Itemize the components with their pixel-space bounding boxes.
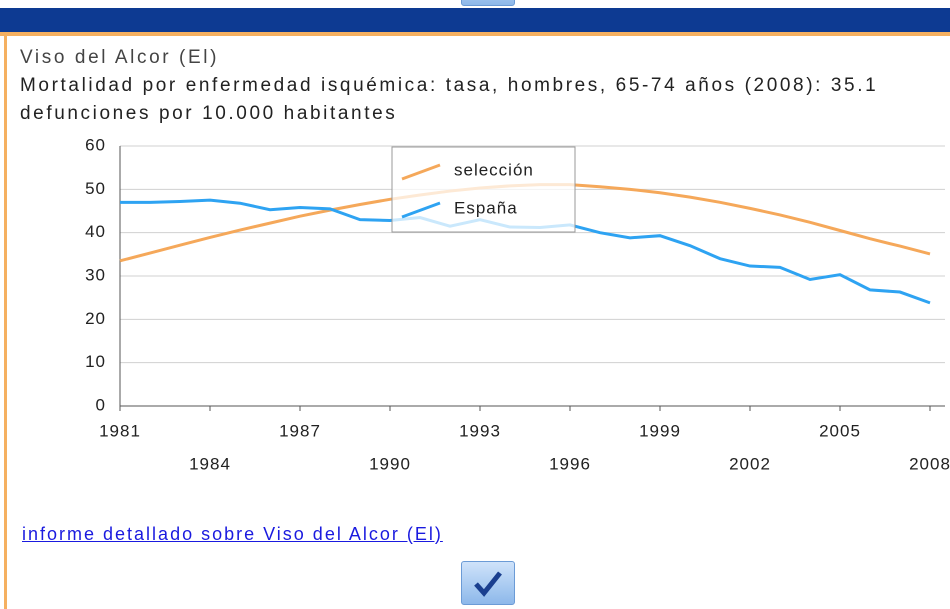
report-link[interactable]: informe detallado sobre Viso del Alcor (…: [22, 524, 443, 544]
legend-label: España: [454, 198, 518, 217]
legend-swatch: [401, 163, 441, 181]
x-tick-label: 1984: [189, 454, 231, 473]
top-button: [461, 0, 515, 6]
x-tick-label: 1981: [99, 421, 141, 440]
y-tick-label: 20: [85, 309, 106, 328]
x-tick-label: 1990: [369, 454, 411, 473]
x-tick-label: 2002: [729, 454, 771, 473]
legend-label: selección: [454, 160, 534, 179]
y-tick-label: 50: [85, 179, 106, 198]
chart: 0 10 20 30 40 50 60 1981 1984 1987 1990 1993 1996 199…: [85, 135, 950, 473]
x-tick-label: 1999: [639, 421, 681, 440]
y-tick-label: 40: [85, 222, 106, 241]
border: [4, 36, 7, 609]
ok-button[interactable]: [461, 561, 515, 605]
y-tick-label: 30: [85, 265, 106, 284]
header: Viso del Alcor (El) Mortalidad por enfer…: [20, 44, 920, 128]
chart-subtitle: Mortalidad por enfermedad isquémica: tas…: [20, 75, 879, 124]
x-tick-label: 1987: [279, 421, 321, 440]
border: [0, 32, 950, 36]
x-tick-label: 1993: [459, 421, 501, 440]
y-tick-label: 10: [85, 352, 106, 371]
legend-swatch: [401, 201, 441, 219]
x-tick-label: 2005: [819, 421, 861, 440]
legend-box: [391, 146, 576, 233]
y-tick-label: 60: [85, 135, 106, 154]
x-tick-label: 1996: [549, 454, 591, 473]
chart-title: Viso del Alcor (El): [20, 47, 219, 68]
title-bar: [0, 8, 950, 32]
check-icon: [474, 571, 502, 597]
x-tick-label: 2008: [909, 454, 950, 473]
y-tick-label: 0: [96, 395, 106, 414]
